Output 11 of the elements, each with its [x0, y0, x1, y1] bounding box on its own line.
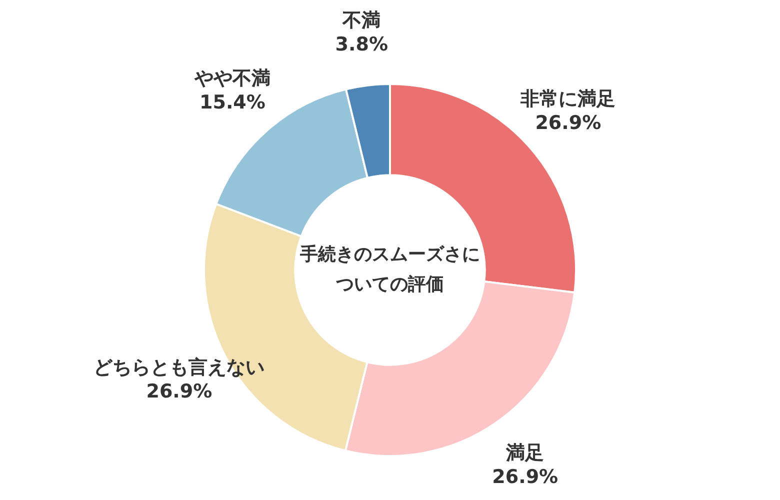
data-label: 26.9% [492, 466, 558, 488]
slice-label: 非常に満足 [520, 88, 616, 110]
data-label: 15.4% [200, 92, 266, 114]
slice-label: どちらとも言えない [94, 356, 265, 378]
text: 手続きのスムーズさについての評価 [300, 243, 480, 297]
slice-label: 不満 [342, 10, 381, 32]
slice-label: やや不満 [193, 68, 270, 90]
slice-label: 満足 [505, 442, 544, 464]
data-label: 3.8% [335, 34, 388, 56]
data-label: 26.9% [535, 112, 602, 134]
data-label: 26.9% [146, 380, 212, 402]
